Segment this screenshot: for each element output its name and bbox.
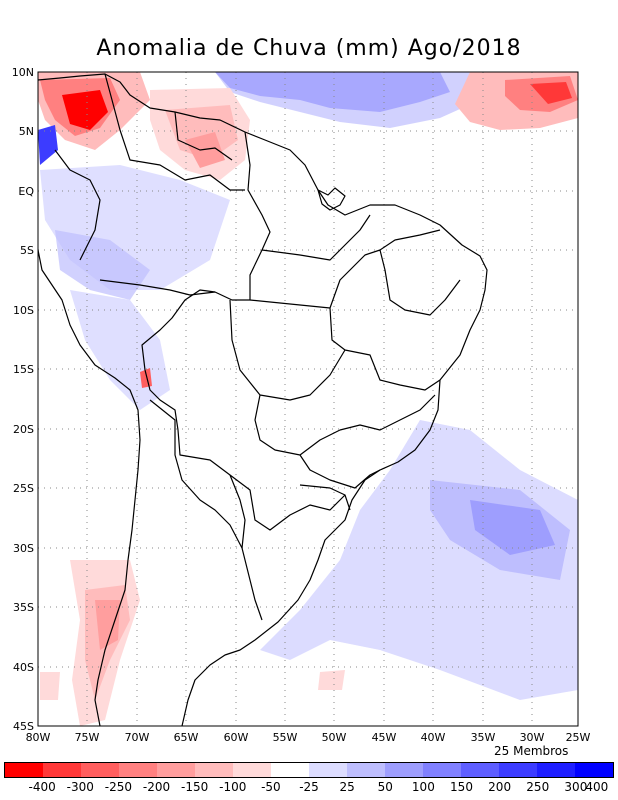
- color-scale-swatch: [157, 763, 195, 777]
- color-scale-label: 50: [377, 780, 393, 794]
- color-scale-label: -400: [28, 780, 56, 794]
- map-frame: [37, 71, 579, 727]
- color-scale-swatch: [537, 763, 575, 777]
- color-scale-label: 25: [339, 780, 355, 794]
- lon-label-55w: 55W: [273, 731, 298, 744]
- south-america-coastline: [37, 73, 488, 727]
- color-scale-swatch: [385, 763, 423, 777]
- northern-borders: [54, 73, 245, 296]
- lat-label-30s: 30S: [13, 542, 34, 555]
- lat-label-eq: EQ: [18, 185, 34, 198]
- color-scale-swatch: [271, 763, 309, 777]
- color-scale-label: -25: [299, 780, 319, 794]
- color-scale-swatch: [309, 763, 347, 777]
- map-title: Anomalia de Chuva (mm) Ago/2018: [96, 36, 522, 61]
- color-scale-label: 100: [411, 780, 435, 794]
- color-scale-swatch: [119, 763, 157, 777]
- color-scale-swatch: [43, 763, 81, 777]
- amazon-delta: [317, 187, 346, 211]
- color-scale-label: 200: [488, 780, 512, 794]
- color-scale-label: -50: [261, 780, 281, 794]
- lon-label-50w: 50W: [322, 731, 347, 744]
- color-scale-swatch: [195, 763, 233, 777]
- color-scale-label: 300: [564, 780, 588, 794]
- lat-label-45s: 45S: [13, 720, 34, 733]
- anomaly-shading: [38, 72, 578, 726]
- lat-label-5n: 5N: [19, 125, 34, 138]
- color-scale-swatch: [233, 763, 271, 777]
- coastlines-and-borders: [37, 73, 488, 727]
- members-label: 25 Membros: [494, 744, 569, 758]
- color-scale-label: -300: [66, 780, 94, 794]
- color-scale-label: -100: [219, 780, 247, 794]
- lon-label-35w: 35W: [471, 731, 496, 744]
- lat-label-40s: 40S: [13, 661, 34, 674]
- lat-label-35s: 35S: [13, 601, 34, 614]
- lon-label-30w: 30W: [520, 731, 545, 744]
- lat-label-10n: 10N: [12, 66, 34, 79]
- color-scale-swatch: [347, 763, 385, 777]
- color-scale-swatch: [5, 763, 43, 777]
- brazilian-states: [229, 214, 461, 496]
- lat-label-20s: 20S: [13, 423, 34, 436]
- color-scale-swatch: [461, 763, 499, 777]
- color-scale-label: 250: [526, 780, 550, 794]
- color-scale-label: 150: [450, 780, 473, 794]
- color-scale-swatch: [499, 763, 537, 777]
- lon-label-40w: 40W: [421, 731, 446, 744]
- color-scale-swatch: [575, 763, 613, 777]
- southern-borders: [149, 399, 263, 621]
- lon-label-25w: 25W: [566, 731, 591, 744]
- lon-axis: 80W 75W 70W 65W 60W 55W 50W 45W 40W 35W …: [26, 731, 591, 744]
- color-scale-swatch: [81, 763, 119, 777]
- color-scale-bar: [4, 762, 614, 778]
- color-scale-label: 400: [585, 780, 609, 794]
- lat-axis: 10N 5N EQ 5S 10S 15S 20S 25S 30S 35S 40S…: [12, 66, 35, 733]
- grid-lines: [38, 72, 578, 726]
- lon-label-70w: 70W: [125, 731, 150, 744]
- lon-label-75w: 75W: [75, 731, 100, 744]
- color-scale-labels: -400 -300 -250 -200 -150 -100 -50 -25 25 50 100 150…: [0, 780, 618, 798]
- color-scale-label: -200: [142, 780, 171, 794]
- color-scale-label: -150: [181, 780, 209, 794]
- lat-label-10s: 10S: [13, 304, 34, 317]
- lon-label-80w: 80W: [26, 731, 51, 744]
- lon-label-60w: 60W: [224, 731, 249, 744]
- lon-label-45w: 45W: [372, 731, 397, 744]
- lat-label-25s: 25S: [13, 482, 34, 495]
- lon-label-65w: 65W: [174, 731, 199, 744]
- lat-label-15s: 15S: [13, 363, 34, 376]
- color-scale-label: -250: [104, 780, 132, 794]
- lat-label-5s: 5S: [20, 244, 34, 257]
- color-scale-swatch: [423, 763, 461, 777]
